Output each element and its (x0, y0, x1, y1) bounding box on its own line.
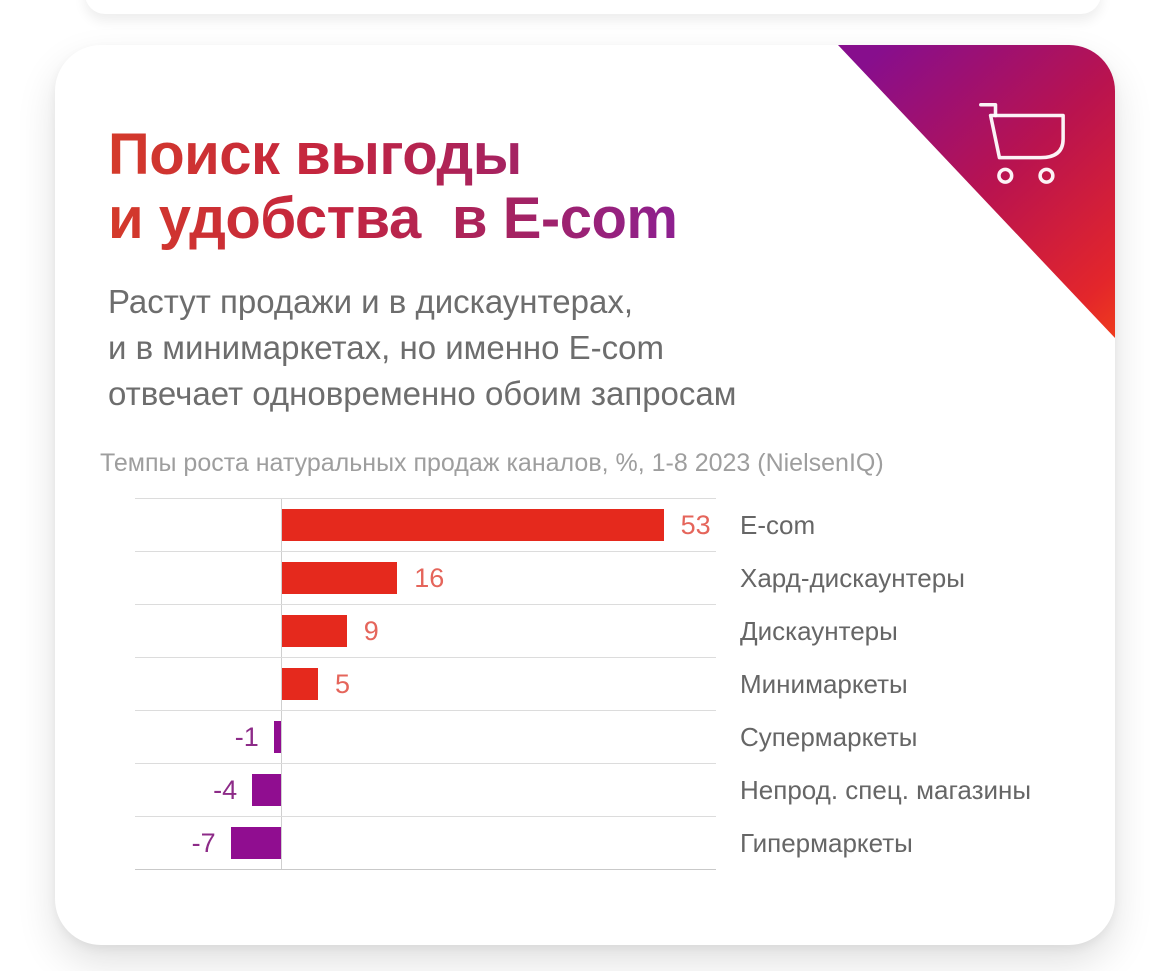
category-label: Гипермаркеты (740, 828, 913, 858)
cart-wheel-right (1038, 167, 1055, 184)
previous-card-edge (85, 0, 1101, 14)
bar-value-label: 5 (335, 669, 351, 699)
cart-basket (988, 113, 1065, 160)
chart-row: 16 (135, 551, 716, 604)
bar-negative (273, 721, 281, 753)
card-content: Поиск выгоды и удобства в E-com Растут п… (55, 45, 1115, 870)
chart-row: 53 (135, 498, 716, 551)
card-title: Поиск выгоды и удобства в E-com (108, 122, 678, 251)
cart-wheel-left (997, 167, 1014, 184)
bar-value-label: -7 (191, 828, 216, 858)
category-label: Минимаркеты (740, 669, 908, 699)
infographic-card: Поиск выгоды и удобства в E-com Растут п… (55, 45, 1115, 945)
shopping-cart-icon (979, 102, 1065, 184)
chart-row: -1 (135, 710, 716, 763)
bar-negative (252, 774, 281, 806)
bar-chart: 53 16 9 5 -1 -4 -7 E-com Хард-дискаунтеры Дискау… (135, 498, 1115, 870)
chart-row: -4 (135, 763, 716, 816)
category-label: Супермаркеты (740, 722, 918, 752)
bar-positive (282, 668, 318, 700)
category-label: Непрод. спец. магазины (740, 775, 1032, 805)
category-label: E-com (740, 510, 816, 540)
bar-negative (230, 827, 281, 859)
chart-row: 5 (135, 657, 716, 710)
chart-row: 9 (135, 604, 716, 657)
category-label: Хард-дискаунтеры (740, 563, 965, 593)
bar-positive (282, 615, 347, 647)
bar-positive (282, 562, 398, 594)
bar-value-label: -1 (234, 722, 259, 752)
bar-value-label: -4 (213, 775, 238, 805)
zero-axis-line (281, 498, 282, 869)
card-subtitle: Растут продажи и в дискаунтерах, и в мин… (108, 283, 737, 412)
bar-value-label: 9 (363, 616, 379, 646)
bar-value-label: 53 (680, 510, 711, 540)
cart-handle (979, 102, 998, 118)
bar-positive (282, 509, 664, 541)
chart-plot-area: 53 16 9 5 -1 -4 -7 (135, 498, 716, 870)
bar-value-label: 16 (414, 563, 445, 593)
chart-row: -7 (135, 816, 716, 869)
category-label: Дискаунтеры (740, 616, 898, 646)
chart-category-labels: E-com Хард-дискаунтеры Дискаунтеры Минимарк… (716, 498, 1031, 870)
chart-title: Темпы роста натуральных продаж каналов, … (100, 449, 884, 477)
